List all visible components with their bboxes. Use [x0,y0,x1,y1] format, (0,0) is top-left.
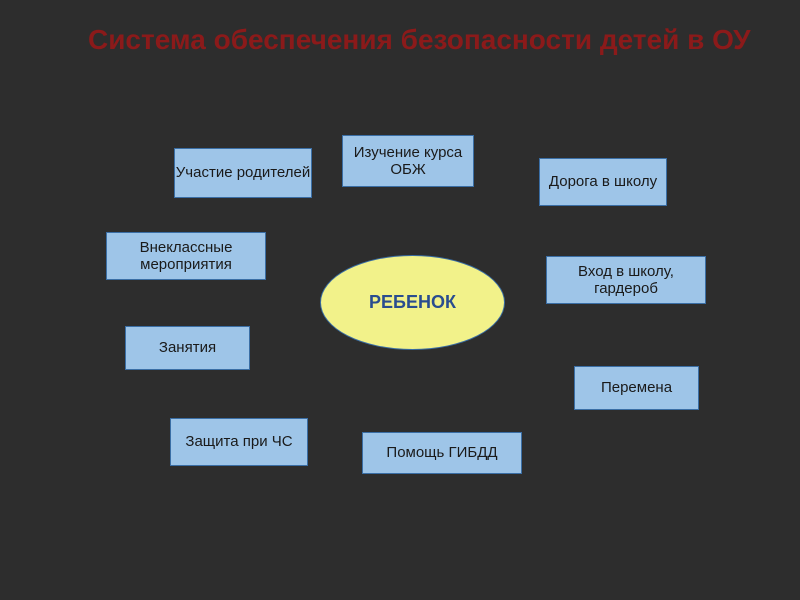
node-break: Перемена [574,366,699,410]
node-label: Занятия [159,339,216,356]
center-node: РЕБЕНОК [320,255,505,350]
node-extracur: Внеклассные мероприятия [106,232,266,280]
node-entry: Вход в школу, гардероб [546,256,706,304]
node-label: Помощь ГИБДД [386,444,497,461]
node-lessons: Занятия [125,326,250,370]
node-parents: Участие родителей [174,148,312,198]
node-label: Вход в школу, гардероб [547,263,705,298]
center-node-label: РЕБЕНОК [369,292,456,313]
node-label: Внеклассные мероприятия [107,239,265,274]
node-obzh: Изучение курса ОБЖ [342,135,474,187]
node-label: Защита при ЧС [185,433,292,450]
node-emergency: Защита при ЧС [170,418,308,466]
node-label: Участие родителей [176,164,310,181]
node-road: Дорога в школу [539,158,667,206]
node-label: Изучение курса ОБЖ [343,144,473,179]
node-label: Дорога в школу [549,173,657,190]
slide-title: Система обеспечения безопасности детей в… [88,22,751,57]
node-gibdd: Помощь ГИБДД [362,432,522,474]
node-label: Перемена [601,379,672,396]
